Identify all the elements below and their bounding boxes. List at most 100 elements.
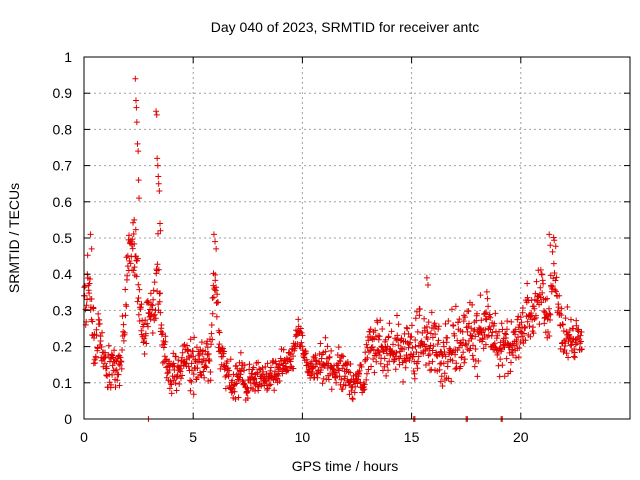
data-point: [428, 366, 435, 373]
data-point: [551, 269, 558, 276]
data-point: [494, 332, 501, 339]
data-point: [530, 324, 537, 331]
data-point: [506, 343, 513, 350]
data-point: [238, 368, 245, 375]
data-point: [129, 236, 136, 243]
data-point: [452, 303, 459, 310]
data-point: [328, 386, 335, 393]
data-point: [518, 319, 525, 326]
data-point: [254, 370, 261, 377]
data-point: [367, 326, 374, 333]
data-point: [564, 303, 571, 310]
data-point: [422, 347, 429, 354]
data-point: [367, 347, 374, 354]
data-point: [549, 282, 556, 289]
data-point: [267, 364, 274, 371]
data-point: [571, 345, 578, 352]
data-point: [142, 317, 149, 324]
data-point: [176, 381, 183, 388]
data-point: [540, 280, 547, 287]
data-point: [472, 333, 479, 340]
data-point: [404, 325, 411, 332]
data-point: [455, 319, 462, 326]
data-point: [157, 309, 164, 316]
data-point: [155, 266, 162, 273]
data-point: [143, 340, 150, 347]
data-point: [528, 310, 535, 317]
data-point: [415, 358, 422, 365]
data-point: [512, 331, 519, 338]
data-point: [124, 252, 131, 259]
data-point: [123, 254, 130, 261]
data-point: [514, 316, 521, 323]
data-point: [264, 385, 271, 392]
data-point: [368, 363, 375, 370]
data-point: [410, 367, 417, 374]
x-tick-label: 20: [513, 429, 529, 445]
data-point: [575, 328, 582, 335]
data-point: [531, 305, 538, 312]
data-point: [103, 365, 110, 372]
data-point: [526, 323, 533, 330]
data-point: [559, 321, 566, 328]
data-point: [442, 353, 449, 360]
data-point: [216, 341, 223, 348]
data-point: [131, 240, 138, 247]
data-point: [190, 371, 197, 378]
data-point: [388, 328, 395, 335]
data-point: [424, 282, 431, 289]
chart-title: Day 040 of 2023, SRMTID for receiver ant…: [211, 19, 479, 35]
data-point: [567, 316, 574, 323]
data-point: [188, 378, 195, 385]
data-point: [536, 321, 543, 328]
data-point: [190, 391, 197, 398]
data-point: [138, 301, 145, 308]
data-point: [329, 365, 336, 372]
data-point: [209, 336, 216, 343]
data-point: [570, 325, 577, 332]
data-point: [151, 279, 158, 286]
data-point: [549, 248, 556, 255]
data-point: [463, 324, 470, 331]
data-point: [279, 370, 286, 377]
data-point: [118, 365, 125, 372]
data-point: [224, 358, 231, 365]
data-point: [115, 371, 122, 378]
data-point: [129, 245, 136, 252]
data-point: [149, 302, 156, 309]
data-point: [559, 321, 566, 328]
data-point: [376, 351, 383, 358]
data-point: [164, 370, 171, 377]
data-point: [408, 333, 415, 340]
data-point: [577, 332, 584, 339]
data-point: [136, 195, 143, 202]
data-point: [112, 367, 119, 374]
data-point: [477, 292, 484, 299]
data-point: [93, 332, 100, 339]
data-point: [498, 320, 505, 327]
data-point: [460, 318, 467, 325]
data-point: [162, 338, 169, 345]
data-point: [469, 352, 476, 359]
data-point: [430, 343, 437, 350]
data-point: [175, 357, 182, 364]
data-point: [124, 263, 131, 270]
data-point: [162, 333, 169, 340]
data-point: [508, 318, 515, 325]
data-point: [207, 377, 214, 384]
data-point: [187, 336, 194, 343]
data-point: [215, 299, 222, 306]
data-point: [448, 378, 455, 385]
data-point: [318, 364, 325, 371]
data-point: [347, 369, 354, 376]
data-point: [491, 340, 498, 347]
data-point: [496, 373, 503, 380]
data-point: [501, 373, 508, 380]
data-point: [209, 310, 216, 317]
data-point: [467, 345, 474, 352]
data-point: [411, 375, 418, 382]
data-point: [97, 337, 104, 344]
data-point: [88, 245, 95, 252]
data-point: [485, 303, 492, 310]
data-point: [378, 343, 385, 350]
